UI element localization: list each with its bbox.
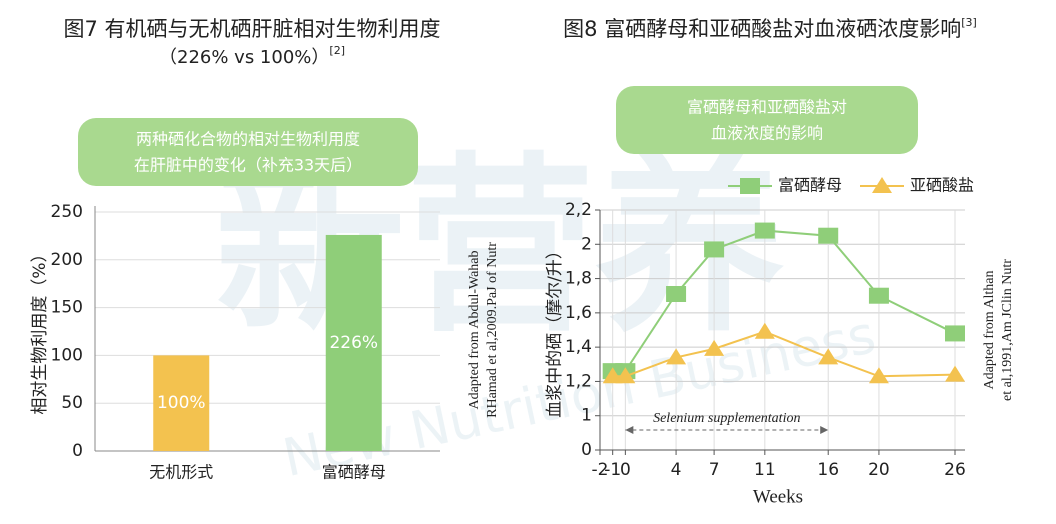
y-tick-label: 0 bbox=[581, 440, 592, 460]
subtitle-text: （226% vs 100%） bbox=[159, 47, 329, 68]
legend-label: 富硒酵母 bbox=[778, 176, 842, 195]
y-tick-label: 100 bbox=[51, 345, 83, 365]
x-axis-label: Weeks bbox=[753, 486, 803, 507]
y-tick-label: 1 bbox=[581, 406, 592, 426]
marker bbox=[754, 322, 775, 339]
x-tick-label: -1 bbox=[604, 460, 621, 480]
chart-title: 图8 富硒酵母和亚硒酸盐对血液硒浓度影响[3] bbox=[563, 16, 977, 41]
y-axis-label: 相对生物利用度（%） bbox=[30, 245, 50, 414]
source-note: Adapted from Althan bbox=[982, 271, 997, 390]
x-tick-label: 26 bbox=[944, 460, 966, 480]
x-tick-label: 4 bbox=[671, 460, 682, 480]
y-tick-label: 250 bbox=[51, 202, 83, 222]
legend-marker bbox=[872, 177, 892, 193]
reference: [2] bbox=[329, 44, 345, 57]
x-tick-label: 20 bbox=[868, 460, 890, 480]
legend-label: 亚硒酸盐 bbox=[910, 176, 974, 195]
y-tick-label: 200 bbox=[51, 250, 83, 270]
bar bbox=[325, 234, 382, 451]
y-tick-label: 150 bbox=[51, 298, 83, 318]
value-label: 100% bbox=[157, 393, 206, 413]
series-line bbox=[612, 330, 956, 378]
marker bbox=[945, 325, 965, 342]
callout-text: 富硒酵母和亚硒酸盐对 bbox=[687, 98, 847, 117]
callout-box bbox=[616, 86, 918, 154]
x-tick-label: 0 bbox=[620, 460, 631, 480]
y-tick-label: 50 bbox=[61, 393, 83, 413]
source-note: et al,1991,Am JClin Nutr bbox=[1000, 259, 1015, 401]
x-tick-label: 7 bbox=[709, 460, 720, 480]
annotation: Selenium supplementation bbox=[653, 411, 800, 426]
marker bbox=[666, 348, 687, 365]
series-line bbox=[612, 229, 956, 373]
y-tick-label: 1,4 bbox=[565, 337, 592, 357]
x-tick-label: -2 bbox=[592, 460, 609, 480]
bar bbox=[153, 355, 210, 451]
callout-box bbox=[78, 118, 418, 186]
callout-text: 两种硒化合物的相对生物利用度 bbox=[136, 130, 360, 149]
source-note: Adapted from Abdul-Wahab bbox=[467, 250, 482, 409]
y-axis-label: 血浆中的硒（摩尔/升） bbox=[545, 242, 565, 418]
callout-text: 血液浓度的影响 bbox=[711, 124, 823, 143]
x-tick-label: 无机形式 bbox=[149, 463, 213, 482]
reference: [3] bbox=[961, 16, 977, 29]
chart-title: 图7 有机硒与无机硒肝脏相对生物利用度 bbox=[63, 17, 440, 41]
value-label: 226% bbox=[329, 333, 378, 353]
title-text: 图8 富硒酵母和亚硒酸盐对血液硒浓度影响 bbox=[563, 17, 961, 41]
marker bbox=[868, 367, 889, 384]
marker bbox=[602, 367, 623, 384]
y-tick-label: 0 bbox=[72, 441, 83, 461]
marker bbox=[945, 365, 965, 382]
y-tick-label: 1,8 bbox=[565, 269, 592, 289]
marker bbox=[818, 348, 839, 365]
y-tick-label: 2 bbox=[581, 234, 592, 254]
y-tick-label: 1,6 bbox=[565, 303, 592, 323]
callout-text: 在肝脏中的变化（补充33天后） bbox=[134, 156, 362, 175]
y-tick-label: 1,2 bbox=[565, 371, 592, 391]
source-note: RHamad et al,2009.PaJ of Nutr bbox=[485, 242, 500, 418]
marker bbox=[868, 287, 889, 304]
x-tick-label: 16 bbox=[817, 460, 839, 480]
legend-marker bbox=[740, 178, 760, 194]
marker bbox=[666, 286, 687, 302]
x-tick-label: 11 bbox=[754, 460, 776, 480]
marker bbox=[704, 241, 725, 258]
y-tick-label: 2,2 bbox=[565, 200, 592, 220]
marker bbox=[704, 339, 725, 356]
marker bbox=[818, 227, 839, 244]
chart-subtitle: （226% vs 100%）[2] bbox=[159, 44, 345, 68]
marker bbox=[615, 367, 636, 384]
x-tick-label: 富硒酵母 bbox=[322, 463, 386, 482]
marker bbox=[754, 222, 775, 239]
